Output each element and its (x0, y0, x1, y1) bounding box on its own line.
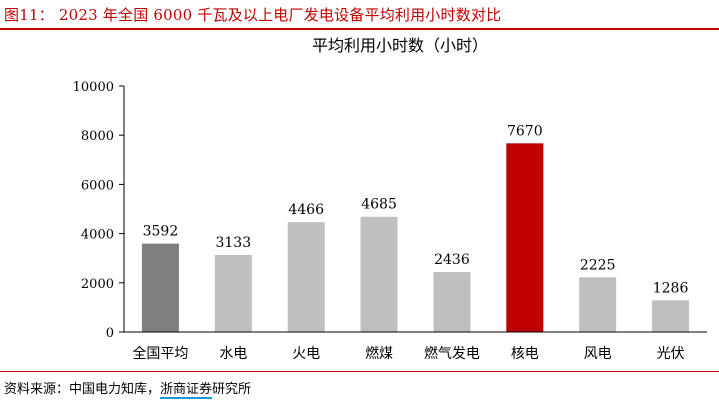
y-tick-label: 0 (106, 326, 114, 341)
data-label: 2225 (580, 257, 616, 273)
figure-title: 图11： 2023 年全国 6000 千瓦及以上电厂发电设备平均利用小时数对比 (4, 6, 502, 24)
bar (360, 216, 398, 332)
x-tick-label: 水电 (219, 346, 247, 362)
x-tick-label: 火电 (292, 346, 320, 362)
data-label: 4685 (361, 197, 397, 213)
footer-divider (0, 371, 719, 372)
source-highlight: 浙商证券 (160, 382, 213, 399)
x-tick-label: 核电 (511, 346, 539, 362)
y-axis: 0 2000 4000 6000 8000 10000 (73, 80, 125, 341)
chart-title: 平均利用小时数（小时） (312, 36, 488, 55)
source-prefix: 资料来源：中国电力知库， (4, 382, 161, 397)
bar (214, 254, 252, 332)
x-tick-label: 燃煤 (365, 345, 393, 362)
y-tick-label: 6000 (81, 178, 114, 193)
y-tick-label: 10000 (73, 80, 114, 95)
title-divider (0, 28, 719, 30)
source-note: 资料来源：中国电力知库，浙商证券研究所 (4, 378, 252, 399)
data-label: 3133 (215, 235, 251, 251)
data-label: 2436 (434, 252, 470, 268)
bar (287, 222, 325, 332)
y-tick-label: 8000 (81, 129, 114, 144)
x-tick-label: 风电 (584, 346, 612, 362)
x-axis: 全国平均 水电 火电 燃煤 燃气发电 核电 风电 光伏 (124, 331, 707, 362)
data-label: 7670 (507, 123, 543, 139)
data-label: 4466 (288, 202, 324, 218)
bars: 3592 3133 4466 4685 2436 7670 2225 1286 (141, 123, 690, 332)
bar (141, 243, 179, 332)
bar (433, 272, 471, 332)
x-tick-label: 全国平均 (132, 345, 188, 362)
source-suffix: 研究所 (212, 382, 252, 397)
bar (506, 143, 544, 332)
x-tick-label: 光伏 (657, 346, 685, 362)
x-tick-label: 燃气发电 (424, 345, 480, 362)
y-tick-label: 2000 (81, 277, 114, 292)
bar (579, 277, 617, 332)
y-tick-label: 4000 (81, 228, 114, 243)
bar (652, 300, 690, 332)
data-label: 1286 (653, 280, 689, 296)
data-label: 3592 (143, 224, 179, 240)
